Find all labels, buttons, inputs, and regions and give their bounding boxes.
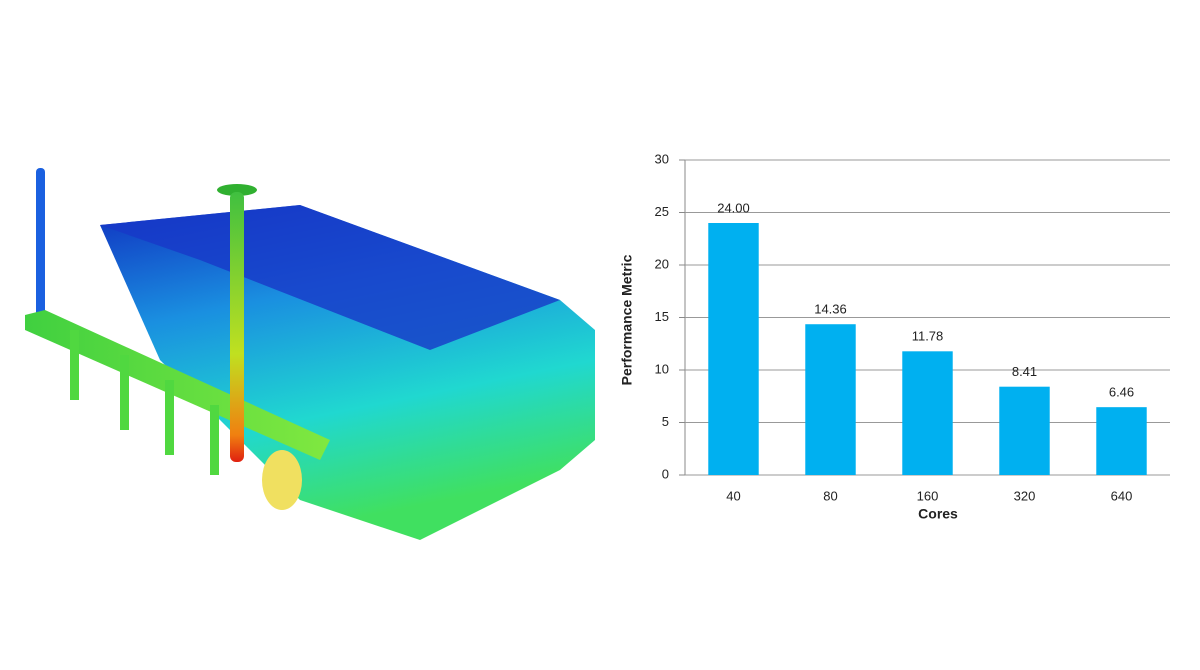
bar <box>708 223 759 475</box>
x-tick-label: 160 <box>917 488 939 503</box>
x-tick-label: 640 <box>1111 488 1133 503</box>
bar <box>805 324 856 475</box>
bar <box>999 386 1050 475</box>
y-tick-label: 20 <box>655 256 669 271</box>
x-tick-label: 320 <box>1014 488 1036 503</box>
block-top <box>100 205 560 350</box>
x-tick-label: 80 <box>823 488 837 503</box>
y-tick-label: 25 <box>655 204 669 219</box>
data-label: 11.78 <box>912 329 944 344</box>
y-axis-title: Performance Metric <box>619 254 635 385</box>
riser-cup <box>217 184 257 196</box>
data-label: 8.41 <box>1012 364 1037 379</box>
feeder <box>262 450 302 510</box>
x-axis-title: Cores <box>918 506 958 522</box>
y-tick-label: 15 <box>655 309 669 324</box>
y-tick-label: 10 <box>655 361 669 376</box>
chart: Performance Metric Cores 0 5 10 15 20 25 30 40 2… <box>619 151 1170 522</box>
y-tick-label: 0 <box>662 466 669 481</box>
bar <box>1096 407 1147 475</box>
gates <box>70 330 219 475</box>
data-label: 6.46 <box>1109 385 1134 400</box>
bar <box>902 351 953 475</box>
sprue <box>36 168 45 318</box>
runner <box>25 310 330 460</box>
data-label: 24.00 <box>717 200 750 215</box>
casting-illustration <box>25 168 595 540</box>
data-label: 14.36 <box>814 302 847 317</box>
y-tick-label: 30 <box>655 151 669 166</box>
x-tick-label: 40 <box>726 488 740 503</box>
y-tick-label: 5 <box>662 414 669 429</box>
riser <box>230 192 244 462</box>
